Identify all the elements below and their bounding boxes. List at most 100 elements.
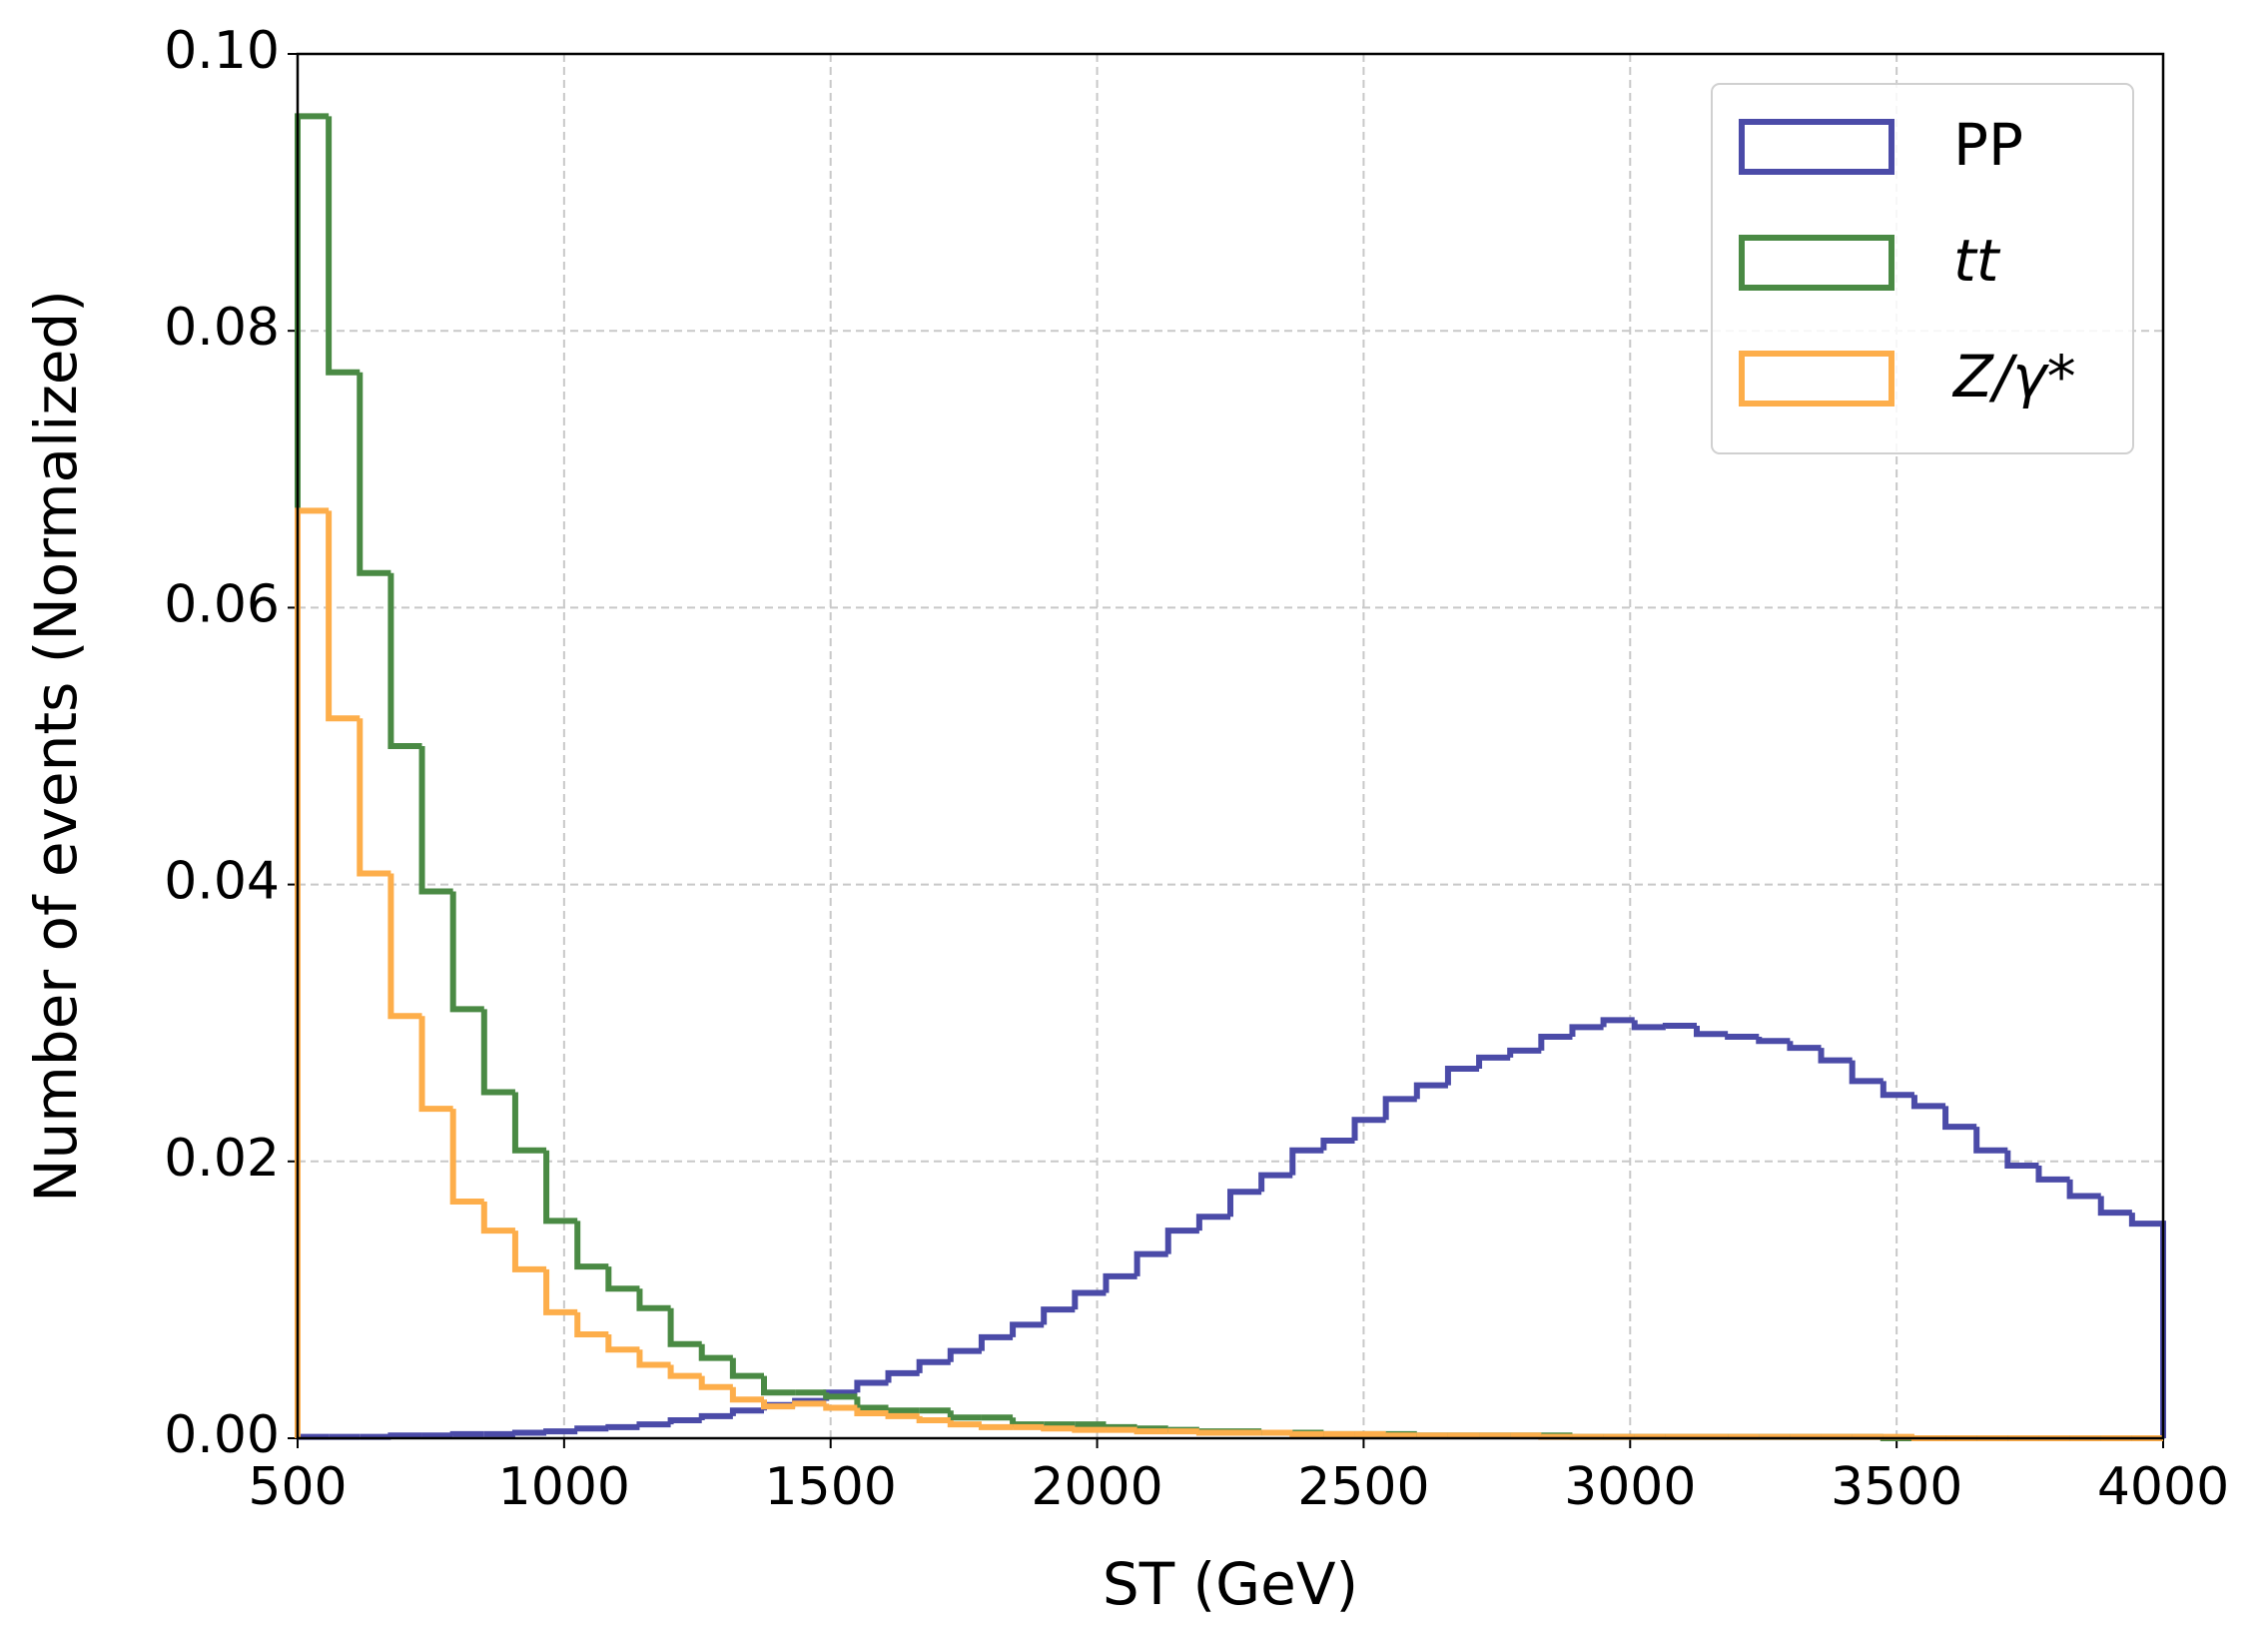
histogram-step <box>295 113 330 1438</box>
histogram-step <box>823 1392 858 1400</box>
histogram-step <box>1134 1428 1168 1435</box>
histogram-step <box>916 1415 951 1423</box>
y-tick-label: 0.10 <box>164 21 280 81</box>
y-tick-label: 0.08 <box>164 298 280 358</box>
histogram-step <box>1507 1047 1542 1058</box>
histogram-step <box>511 1092 547 1154</box>
histogram-step <box>1041 1425 1076 1432</box>
y-axis-label: Number of events (Normalized) <box>22 290 90 1203</box>
histogram-step <box>1164 1228 1199 1254</box>
histogram-step <box>1289 1430 1324 1437</box>
x-tick-label: 2000 <box>1031 1457 1162 1517</box>
histogram-step <box>636 1349 671 1368</box>
legend-swatch <box>1739 235 1894 291</box>
histogram-step <box>1942 1106 1977 1131</box>
histogram-step <box>357 718 391 877</box>
histogram-step <box>1072 1426 1107 1433</box>
histogram-step <box>729 1357 764 1379</box>
histogram-step <box>698 1343 733 1361</box>
histogram-step <box>698 1412 733 1420</box>
series <box>295 1017 2166 1440</box>
histogram-step <box>418 1016 453 1113</box>
histogram-step <box>1227 1189 1262 1218</box>
histogram-step <box>357 372 391 576</box>
histogram-step <box>823 1403 858 1411</box>
histogram-step <box>1413 1082 1448 1100</box>
histogram-step <box>574 1221 609 1270</box>
histogram-step <box>885 1412 920 1419</box>
histogram-step <box>1756 1037 1791 1045</box>
histogram-step <box>667 1364 702 1379</box>
plot-frame <box>296 52 2165 1440</box>
histogram-step <box>1351 1117 1386 1142</box>
histogram-step <box>480 1201 515 1234</box>
histogram-step <box>543 1150 578 1225</box>
histogram-step <box>326 510 361 722</box>
x-tick-label: 4000 <box>2097 1457 2229 1517</box>
histogram-step <box>511 1429 547 1436</box>
histogram-step <box>1103 1423 1137 1430</box>
x-tick-label: 3000 <box>1564 1457 1696 1517</box>
histogram-step <box>2128 1213 2166 1438</box>
histogram-step <box>1134 1250 1168 1276</box>
histogram-step <box>1694 1025 1729 1038</box>
histogram-step <box>761 1399 796 1410</box>
y-tick-label: 0.02 <box>164 1129 280 1189</box>
histogram-step <box>1444 1065 1480 1086</box>
histogram-step <box>1538 1433 1573 1440</box>
histogram-step <box>667 1416 702 1425</box>
histogram-step <box>854 1407 889 1417</box>
histogram-step <box>1010 1417 1045 1428</box>
histogram-step <box>854 1379 889 1393</box>
histogram-step <box>1880 1081 1914 1099</box>
histogram-step <box>916 1358 951 1373</box>
histogram-step <box>1476 1054 1511 1069</box>
histogram-step <box>449 1430 484 1437</box>
histogram-step <box>947 1410 982 1421</box>
histogram-step <box>1320 1138 1355 1151</box>
histogram-step <box>387 572 422 749</box>
histogram-step <box>1072 1289 1107 1310</box>
histogram-step <box>947 1419 982 1428</box>
histogram-step <box>1538 1034 1573 1051</box>
histogram-step <box>449 1109 484 1205</box>
histogram-step <box>1258 1172 1293 1193</box>
histogram-step <box>2066 1179 2101 1200</box>
histogram-step <box>1662 1022 1697 1029</box>
histogram-step <box>480 1009 515 1096</box>
histogram-step <box>605 1266 640 1292</box>
histogram-step <box>885 1407 920 1414</box>
histogram-step <box>792 1400 827 1407</box>
histogram-step <box>511 1231 547 1272</box>
histogram-step <box>1569 1024 1604 1038</box>
legend-swatch <box>1739 119 1894 175</box>
legend-label: PP <box>1953 111 2023 179</box>
histogram-step <box>326 116 361 376</box>
histogram-step <box>636 1421 671 1428</box>
histogram-step <box>543 1268 578 1315</box>
x-tick-label: 1500 <box>765 1457 897 1517</box>
histogram-step <box>605 1423 640 1430</box>
histogram-step <box>574 1425 609 1432</box>
histogram-step <box>1382 1432 1417 1439</box>
histogram-step <box>1289 1147 1324 1176</box>
histogram-step <box>1010 1321 1045 1337</box>
legend-label: tt <box>1953 227 2001 295</box>
histogram-step <box>698 1375 733 1390</box>
x-tick-label: 1000 <box>498 1457 630 1517</box>
histogram-step <box>605 1334 640 1353</box>
histogram-step <box>1195 1214 1230 1232</box>
histogram-step <box>543 1428 578 1435</box>
histogram-step <box>1787 1041 1822 1052</box>
histogram-step <box>2004 1150 2039 1169</box>
histogram-step <box>729 1386 764 1403</box>
histogram-step <box>449 891 484 1013</box>
histogram-step <box>1818 1048 1853 1064</box>
series <box>295 507 2163 1441</box>
histogram-step <box>1725 1034 1760 1041</box>
histogram-step <box>854 1396 889 1411</box>
histogram-step <box>1631 1020 1666 1031</box>
legend-box <box>1711 83 2134 454</box>
histogram-step <box>978 1333 1014 1351</box>
